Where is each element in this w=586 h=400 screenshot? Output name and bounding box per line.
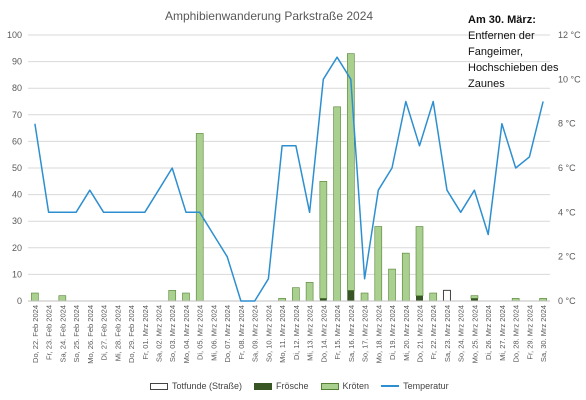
chart-legend: Totfunde (Straße) Frösche Kröten Tempera…: [150, 379, 449, 393]
y2-tick-label: 6 °C: [558, 163, 576, 173]
legend-swatch-kroeten: [320, 382, 339, 390]
y2-tick-label: 4 °C: [558, 207, 576, 217]
x-tick-label: Fr, 29. Mrz 2024: [525, 305, 534, 360]
x-tick-label: Sa, 30. Mrz 2024: [539, 305, 548, 362]
bar-kroeten: [31, 292, 39, 302]
legend-label-totfunde: Totfunde (Straße): [172, 381, 243, 391]
x-tick-label: Fr, 08. Mrz 2024: [237, 305, 246, 360]
x-tick-label: Do, 29. Feb 2024: [127, 305, 136, 363]
bar-froesche: [416, 295, 423, 301]
bar-kroeten: [347, 53, 355, 291]
legend-label-froesche: Frösche: [276, 381, 309, 391]
x-tick-label: So, 25. Feb 2024: [72, 305, 81, 363]
x-tick-label: So, 10. Mrz 2024: [264, 305, 273, 362]
x-tick-label: Di, 19. Mrz 2024: [388, 305, 397, 360]
x-tick-label: Mo, 25. Mrz 2024: [470, 305, 479, 363]
x-tick-label: Mo, 11. Mrz 2024: [278, 305, 287, 363]
legend-swatch-totfunde: [150, 382, 168, 390]
y-tick-label: 40: [12, 190, 22, 200]
bar-kroeten: [470, 295, 479, 299]
y2-tick-label: 10 °C: [558, 74, 581, 84]
bar-kroeten: [374, 226, 383, 302]
x-tick-label: Fr, 22. Mrz 2024: [429, 305, 438, 360]
bar-kroeten: [415, 226, 424, 296]
x-tick-label: Mi, 13. Mrz 2024: [306, 305, 315, 361]
annotation-heading: Am 30. März:: [468, 14, 536, 26]
x-tick-label: Sa, 16. Mrz 2024: [347, 305, 356, 362]
x-tick-label: Di, 05. Mrz 2024: [196, 305, 205, 360]
annotation-box: Am 30. März: Entfernen der Fangeimer, Ho…: [468, 12, 580, 92]
x-tick-label: Do, 14. Mrz 2024: [319, 305, 328, 363]
line-temperatur: [34, 56, 544, 302]
x-tick-label: Fr, 01. Mrz 2024: [141, 305, 150, 360]
x-tick-label: Sa, 09. Mrz 2024: [251, 305, 260, 362]
x-tick-label: So, 03. Mrz 2024: [168, 305, 177, 362]
x-tick-label: Di, 12. Mrz 2024: [292, 305, 301, 360]
y-tick-label: 100: [7, 30, 22, 40]
bar-kroeten: [401, 252, 410, 302]
legend-item-kroeten: Kröten: [320, 381, 370, 391]
legend-item-temperatur: Temperatur: [381, 381, 449, 391]
legend-item-froesche: Frösche: [254, 381, 309, 391]
x-tick-label: So, 24. Mrz 2024: [457, 305, 466, 362]
x-tick-label: Do, 22. Feb 2024: [31, 305, 40, 363]
y-tick-label: 60: [12, 136, 22, 146]
bar-kroeten: [429, 292, 438, 302]
y-tick-label: 90: [12, 57, 22, 67]
annotation-body: Entfernen der Fangeimer, Hochschieben de…: [468, 30, 559, 90]
x-tick-label: Do, 21. Mrz 2024: [416, 305, 425, 363]
bar-kroeten: [292, 287, 300, 302]
bar-kroeten: [58, 295, 67, 302]
x-tick-label: So, 17. Mrz 2024: [361, 305, 370, 362]
x-tick-label: Di, 26. Mrz 2024: [484, 305, 493, 360]
bar-froesche: [470, 298, 478, 301]
y-tick-label: 70: [12, 110, 22, 120]
y-tick-label: 20: [12, 243, 22, 253]
bar-kroeten: [388, 268, 396, 302]
bar-kroeten: [319, 181, 328, 299]
legend-label-temperatur: Temperatur: [403, 381, 449, 391]
legend-swatch-froesche: [254, 382, 273, 390]
bar-totfunde: [442, 289, 451, 302]
x-tick-label: Sa, 24. Feb 2024: [58, 305, 67, 363]
y-tick-label: 80: [12, 83, 22, 93]
y2-tick-label: 2 °C: [558, 252, 576, 262]
x-tick-label: Mo, 26. Feb 2024: [86, 305, 95, 364]
y2-tick-label: 12 °C: [558, 30, 581, 40]
chart-title: Amphibienwanderung Parkstraße 2024: [165, 9, 373, 23]
x-tick-label: Do, 07. Mrz 2024: [223, 305, 232, 363]
bar-kroeten: [333, 106, 341, 302]
legend-label-kroeten: Kröten: [342, 381, 370, 391]
bar-kroeten: [305, 282, 314, 302]
y2-tick-label: 0 °C: [558, 296, 576, 306]
bar-kroeten: [182, 292, 190, 302]
y-tick-label: 0: [17, 296, 22, 306]
bar-froesche: [319, 298, 327, 301]
bar-kroeten: [168, 290, 177, 302]
x-tick-label: Sa, 02. Mrz 2024: [155, 305, 164, 362]
legend-swatch-temperatur: [381, 385, 400, 387]
x-tick-label: Mi, 20. Mrz 2024: [402, 305, 411, 361]
x-tick-label: Sa, 23. Mrz 2024: [443, 305, 452, 362]
x-tick-label: Fr, 23. Feb 2024: [45, 305, 54, 360]
y-tick-label: 10: [12, 269, 22, 279]
x-tick-label: Mi, 28. Feb 2024: [113, 305, 122, 361]
legend-item-totfunde: Totfunde (Straße): [150, 381, 242, 391]
x-tick-label: Di, 27. Feb 2024: [100, 305, 109, 360]
y2-tick-label: 8 °C: [558, 119, 576, 129]
y-tick-label: 50: [12, 163, 22, 173]
x-tick-label: Mi, 27. Mrz 2024: [498, 305, 507, 361]
x-tick-label: Mi, 06. Mrz 2024: [209, 305, 218, 361]
x-tick-label: Do, 28. Mrz 2024: [512, 305, 521, 363]
x-tick-label: Mo, 04. Mrz 2024: [182, 305, 191, 363]
x-tick-label: Fr, 15. Mrz 2024: [333, 305, 342, 360]
y-tick-label: 30: [12, 216, 22, 226]
bar-kroeten: [360, 292, 369, 302]
bar-froesche: [347, 290, 355, 301]
x-tick-label: Mo, 18. Mrz 2024: [374, 305, 383, 363]
